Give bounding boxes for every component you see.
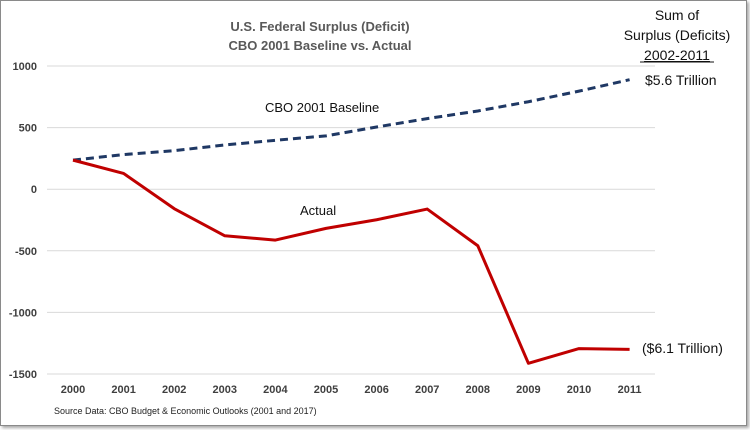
x-tick-label: 2001	[111, 384, 135, 396]
sum-header-line3: 2002-2011	[644, 47, 710, 63]
x-tick-label: 2008	[466, 384, 490, 396]
x-tick-label: 2004	[263, 384, 288, 396]
y-tick-label: -1000	[9, 307, 37, 319]
x-tick-label: 2006	[364, 384, 388, 396]
series-lines	[72, 78, 630, 365]
baseline-series-label: CBO 2001 Baseline	[265, 100, 379, 115]
chart-title: U.S. Federal Surplus (Deficit)	[230, 19, 409, 34]
y-tick-label: -1500	[9, 369, 37, 381]
x-tick-label: 2009	[516, 384, 540, 396]
x-tick-label: 2007	[415, 384, 439, 396]
y-tick-label: 0	[31, 184, 37, 196]
y-tick-label: -500	[15, 246, 37, 258]
y-axis-ticks: 1000 500 0 -500 -1000 -1500	[9, 61, 37, 381]
chart-subtitle: CBO 2001 Baseline vs. Actual	[228, 38, 411, 53]
x-tick-label: 2003	[213, 384, 237, 396]
source-note: Source Data: CBO Budget & Economic Outlo…	[54, 406, 317, 416]
actual-series-label: Actual	[300, 203, 336, 218]
actual-sum-label: ($6.1 Trillion)	[642, 340, 723, 356]
x-tick-label: 2000	[61, 384, 85, 396]
x-axis-ticks: 2000 2001 2002 2003 2004 2005 2006 2007 2008 2009…	[61, 384, 642, 396]
actual-series-line	[72, 158, 630, 365]
baseline-series-line	[72, 78, 630, 162]
sum-header-line2: Surplus (Deficits)	[624, 27, 731, 43]
y-tick-label: 500	[19, 123, 37, 135]
sum-header-line1: Sum of	[655, 7, 699, 23]
x-tick-label: 2011	[618, 384, 642, 396]
baseline-sum-label: $5.6 Trillion	[645, 72, 717, 88]
x-tick-label: 2002	[162, 384, 186, 396]
x-tick-label: 2010	[567, 384, 591, 396]
x-tick-label: 2005	[314, 384, 338, 396]
y-tick-label: 1000	[13, 61, 37, 73]
